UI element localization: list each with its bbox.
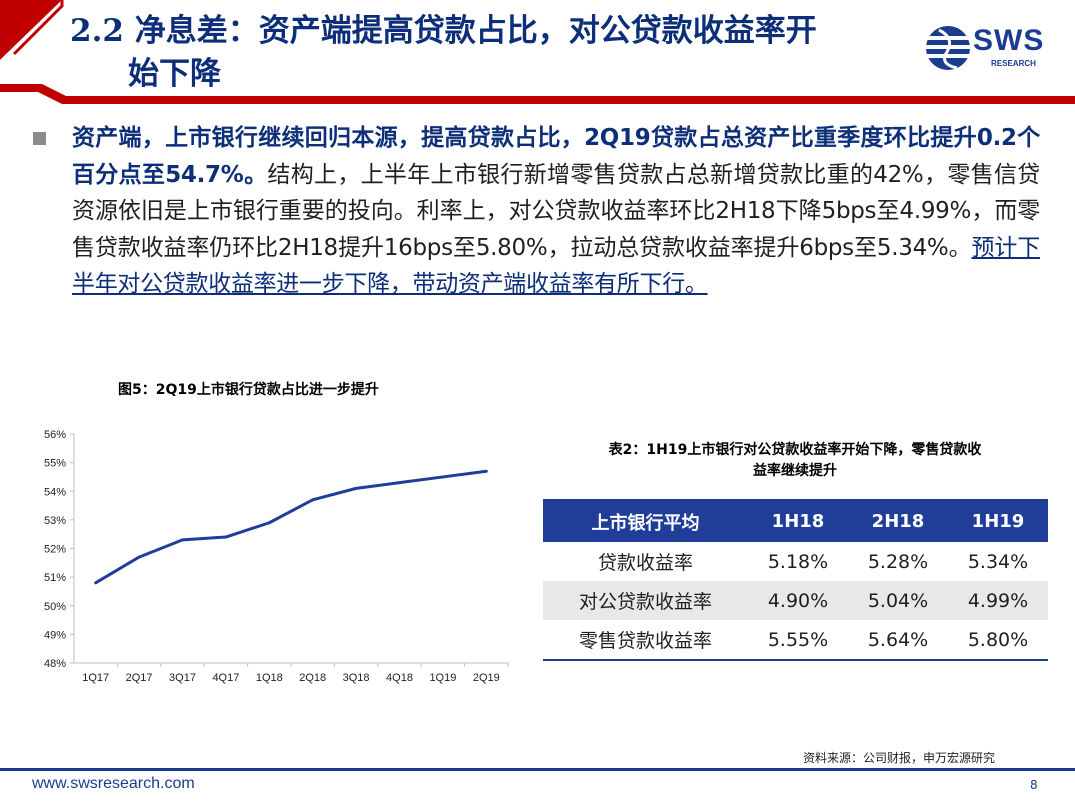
data-point — [94, 581, 98, 585]
bullet-body-text: 结构上，上半年上市银行新增零售贷款占总新增贷款比重的42%，零售信贷资源依旧是上… — [72, 161, 1040, 261]
table-row: 零售贷款收益率 5.55% 5.64% 5.80% — [543, 620, 1048, 661]
logo-wordmark: SWS — [973, 24, 1045, 57]
x-tick-label: 1Q19 — [429, 672, 456, 684]
table-row: 贷款收益率 5.18% 5.28% 5.34% — [543, 542, 1048, 581]
table-row: 对公贷款收益率 4.90% 5.04% 4.99% — [543, 581, 1048, 620]
table-header-cell: 上市银行平均 — [543, 499, 748, 542]
y-tick-label: 50% — [44, 601, 66, 613]
figure-title: 图5：2Q19上市银行贷款占比进一步提升 — [118, 382, 379, 398]
table-header-cell: 1H19 — [948, 499, 1048, 542]
table-cell: 5.18% — [767, 550, 829, 573]
table-cell: 5.80% — [948, 620, 1048, 661]
data-point — [137, 555, 141, 559]
x-tick-label: 3Q18 — [343, 672, 370, 684]
data-point — [398, 481, 401, 485]
source-note: 资料来源：公司财报，申万宏源研究 — [803, 751, 996, 765]
table-cell: 4.99% — [948, 581, 1048, 620]
y-tick-label: 52% — [44, 544, 66, 556]
y-tick-label: 54% — [44, 486, 66, 498]
x-tick-label: 2Q18 — [299, 672, 326, 684]
footer-website-link[interactable]: www.swsresearch.com — [32, 775, 195, 792]
logo-subtitle: RESEARCH — [991, 59, 1036, 68]
page-number: 8 — [1030, 778, 1038, 792]
table-cell: 零售贷款收益率 — [543, 620, 748, 661]
page-title-line2: 始下降 — [128, 56, 221, 92]
x-tick-label: 2Q17 — [126, 672, 153, 684]
data-point — [224, 535, 228, 539]
table-title-line2: 益率继续提升 — [753, 463, 837, 479]
data-point — [441, 475, 445, 479]
y-tick-label: 48% — [44, 658, 66, 670]
loan-share-line-chart: 48% 49% 50% 51% 52% 53% 54% 55% 56% 1Q17 2Q17 3Q17 4… — [44, 429, 509, 684]
table-cell: 5.55% — [748, 620, 848, 661]
table-header-cell: 1H18 — [748, 499, 848, 542]
sws-logo: SWS RESEARCH — [925, 22, 1060, 78]
table-cell: 5.28% — [867, 550, 929, 573]
table-cell: 5.34% — [967, 550, 1029, 573]
bullet-bold-text: 资产端，上市银行继续回归本源，提高贷款占比，2Q19贷款占总资产比重季度环比提升… — [72, 125, 1040, 188]
x-tick-label: 4Q17 — [212, 672, 239, 684]
y-tick-label: 49% — [44, 629, 66, 641]
table-cell: 4.90% — [748, 581, 848, 620]
footer-divider — [0, 768, 1075, 771]
table-cell: 5.04% — [848, 581, 948, 620]
y-tick-label: 53% — [44, 515, 66, 527]
table-cell: 贷款收益率 — [597, 552, 693, 574]
bullet-square-icon — [33, 132, 46, 145]
data-point — [484, 469, 488, 473]
data-point — [311, 498, 315, 502]
sws-globe-icon — [926, 26, 970, 70]
x-tick-label: 3Q17 — [169, 672, 196, 684]
x-tick-label: 1Q18 — [256, 672, 283, 684]
bullet-underlined-text: 预计下半年对公贷款收益率进一步下降，带动资产端收益率有所下行。 — [72, 234, 1040, 298]
x-tick-label: 2Q19 — [473, 672, 500, 684]
table-header-row: 上市银行平均 1H18 2H18 1H19 — [543, 499, 1048, 542]
table-cell: 对公贷款收益率 — [543, 581, 748, 620]
data-point — [181, 538, 184, 542]
y-tick-label: 55% — [44, 458, 66, 470]
loan-yield-table: 上市银行平均 1H18 2H18 1H19 贷款收益率 5.18% 5.28% … — [543, 499, 1048, 661]
x-tick-label: 1Q17 — [82, 672, 109, 684]
table-cell: 5.64% — [848, 620, 948, 661]
table-title-line1: 表2：1H19上市银行对公贷款收益率开始下降，零售贷款收 — [608, 442, 982, 458]
series-line — [94, 469, 487, 585]
y-tick-label: 51% — [44, 572, 66, 584]
page-title: 2.2 净息差：资产端提高贷款占比，对公贷款收益率开 始下降 — [70, 10, 930, 96]
y-tick-label: 56% — [44, 429, 66, 441]
bullet-paragraph: 资产端，上市银行继续回归本源，提高贷款占比，2Q19贷款占总资产比重季度环比提升… — [72, 120, 1040, 303]
table-title: 表2：1H19上市银行对公贷款收益率开始下降，零售贷款收 益率继续提升 — [545, 440, 1045, 482]
page-title-line1: 2.2 净息差：资产端提高贷款占比，对公贷款收益率开 — [70, 13, 817, 49]
data-point — [267, 521, 271, 525]
x-tick-label: 4Q18 — [386, 672, 413, 684]
data-point — [354, 486, 358, 490]
title-bar-decoration — [0, 0, 1075, 104]
table-header-cell: 2H18 — [848, 499, 948, 542]
